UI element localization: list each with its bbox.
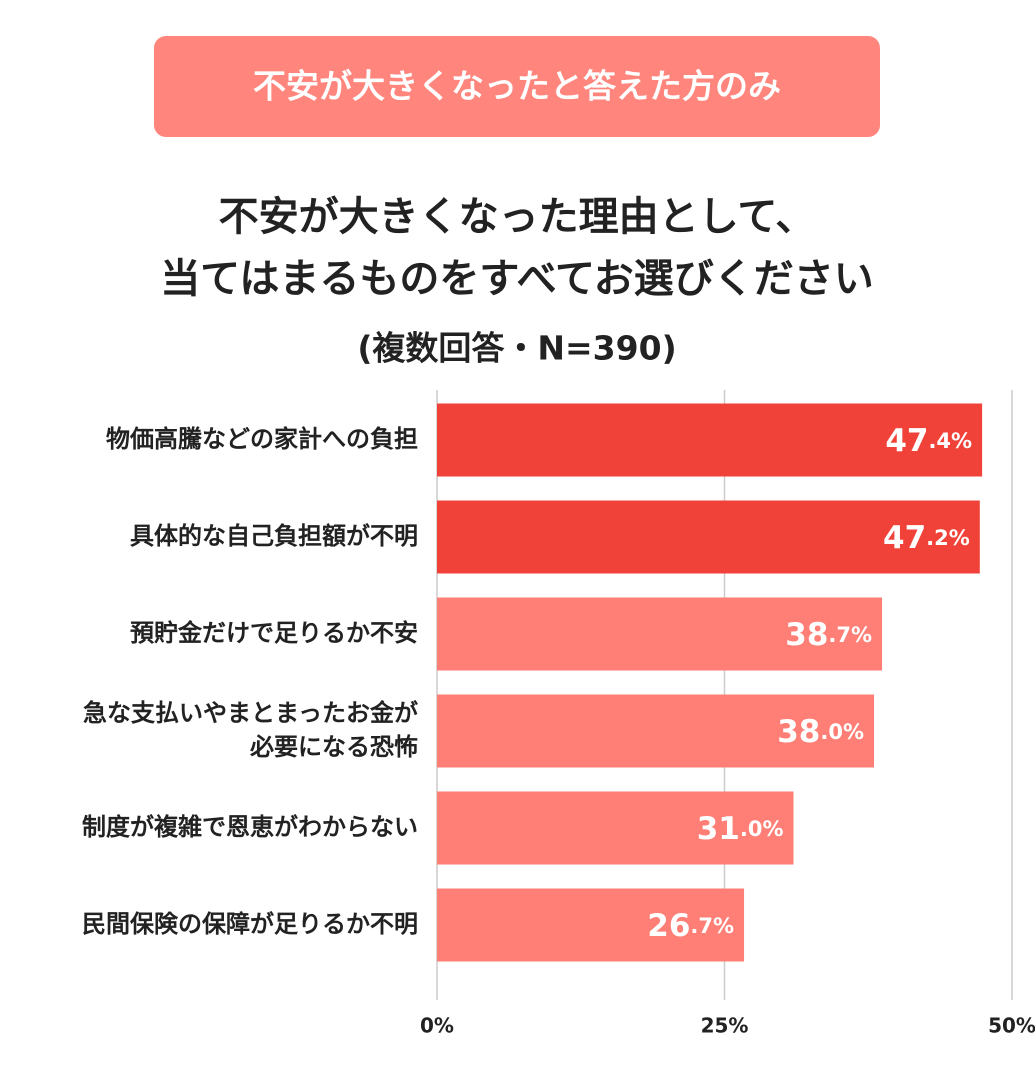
bar [437, 500, 980, 574]
value-label-main: 31 [697, 811, 740, 847]
x-tick-label: 50% [988, 1014, 1035, 1038]
y-tick-label: 必要になる恐怖 [250, 733, 418, 761]
y-tick-label: 具体的な自己負担額が不明 [130, 522, 418, 550]
chart-subtitle: (複数回答・N=390) [357, 329, 676, 368]
value-label-decimal: .0% [820, 720, 864, 744]
value-label-main: 38 [785, 617, 828, 653]
y-tick-label: 民間保険の保障が足りるか不明 [82, 910, 418, 938]
value-label: 31.0% [697, 811, 784, 847]
value-label-main: 47 [885, 423, 928, 459]
x-tick-label: 0% [420, 1014, 454, 1038]
y-tick-label: 制度が複雑で恩恵がわからない [82, 813, 418, 841]
badge: 不安が大きくなったと答えた方のみ [253, 67, 781, 106]
value-label-main: 26 [647, 908, 690, 944]
value-label-decimal: .4% [928, 429, 972, 453]
y-tick-label: 急な支払いやまとまったお金が [83, 699, 418, 727]
value-label: 38.7% [785, 617, 872, 653]
bar [437, 694, 874, 768]
value-label: 47.2% [883, 520, 970, 556]
bar [437, 791, 794, 865]
value-label-main: 38 [777, 714, 820, 750]
bar [437, 403, 983, 477]
value-label: 26.7% [647, 908, 734, 944]
value-label-decimal: .7% [828, 623, 872, 647]
badge-box [154, 36, 880, 137]
y-tick-label: 物価高騰などの家計への負担 [106, 425, 418, 453]
value-label: 38.0% [777, 714, 864, 750]
y-tick-label: 預貯金だけで足りるか不安 [130, 619, 418, 647]
x-tick-label: 25% [701, 1014, 749, 1038]
chart-title: 不安が大きくなった理由として、 [219, 194, 816, 240]
value-label: 47.4% [885, 423, 972, 459]
bar [437, 597, 883, 671]
chart-title: 当てはまるものをすべてお選びください [160, 256, 874, 302]
value-label-decimal: .7% [690, 914, 734, 938]
value-label-main: 47 [883, 520, 926, 556]
value-label-decimal: .0% [740, 817, 784, 841]
value-label-decimal: .2% [926, 526, 970, 550]
bar [437, 888, 745, 962]
